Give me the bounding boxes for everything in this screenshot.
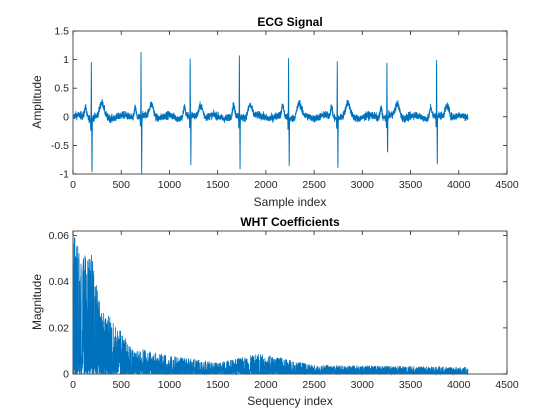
ecg-y-tick-label: 1	[63, 54, 69, 66]
wht-title: WHT Coefficients	[240, 215, 340, 229]
wht-x-tick-label: 3500	[399, 379, 423, 391]
wht-y-ticks: 0 0.02 0.04 0.06	[49, 230, 507, 381]
ecg-x-tick-label: 1000	[158, 179, 182, 191]
ecg-x-tick-label: 1500	[206, 179, 230, 191]
wht-x-tick-label: 3000	[351, 379, 375, 391]
ecg-y-tick-label: 0.5	[54, 83, 69, 95]
ecg-y-tick-label: 0	[63, 111, 69, 123]
wht-y-tick-label: 0.06	[49, 230, 70, 242]
wht-x-tick-label: 4000	[447, 379, 471, 391]
ecg-x-tick-label: 2500	[302, 179, 326, 191]
ecg-y-label: Amplitude	[30, 75, 44, 129]
ecg-title: ECG Signal	[257, 15, 322, 29]
ecg-y-tick-label: 1.5	[54, 26, 69, 38]
ecg-subplot: ECG Signal -1 -0.5 0 0.5 1 1.5 0 500 1000 1500 20…	[30, 15, 519, 209]
ecg-x-tick-label: 4000	[447, 179, 471, 191]
ecg-x-label: Sample index	[254, 195, 327, 209]
ecg-y-ticks: -1 -0.5 0 0.5 1 1.5	[51, 26, 507, 181]
wht-x-tick-label: 500	[112, 379, 130, 391]
wht-x-label: Sequency index	[247, 394, 332, 408]
ecg-y-tick-label: -0.5	[51, 140, 69, 152]
wht-x-tick-label: 1000	[158, 379, 182, 391]
wht-axes-box	[72, 230, 508, 375]
wht-y-tick-label: 0.04	[49, 276, 70, 288]
wht-y-label: Magnitude	[30, 274, 44, 330]
wht-x-ticks: 0 500 1000 1500 2000 2500 3000 3500 4000 4500	[70, 231, 519, 391]
ecg-x-tick-label: 0	[70, 179, 76, 191]
ecg-y-tick-label: -1	[60, 169, 69, 181]
ecg-x-tick-label: 2000	[254, 179, 278, 191]
ecg-x-tick-label: 4500	[495, 179, 519, 191]
ecg-x-tick-label: 500	[112, 179, 130, 191]
wht-x-tick-label: 2500	[302, 379, 326, 391]
wht-x-tick-label: 0	[70, 379, 76, 391]
wht-x-tick-label: 2000	[254, 379, 278, 391]
wht-y-tick-label: 0	[63, 369, 69, 381]
wht-coefficient-line	[72, 237, 469, 376]
ecg-axes-box	[72, 30, 508, 175]
ecg-x-ticks: 0 500 1000 1500 2000 2500 3000 3500 4000 4500	[70, 31, 519, 191]
ecg-x-tick-label: 3000	[351, 179, 375, 191]
ecg-x-tick-label: 3500	[399, 179, 423, 191]
wht-x-tick-label: 1500	[206, 379, 230, 391]
ecg-signal-line	[72, 52, 469, 175]
wht-y-tick-label: 0.02	[49, 322, 70, 334]
wht-x-tick-label: 4500	[495, 379, 519, 391]
wht-subplot: WHT Coefficients 0 0.02 0.04 0.06 0 500 1000 1…	[30, 215, 519, 408]
